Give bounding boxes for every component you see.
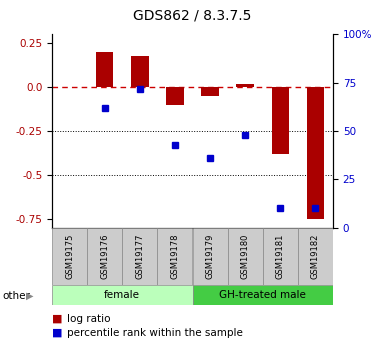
Text: other: other [2, 291, 30, 300]
Bar [52, 228, 87, 285]
Bar [263, 228, 298, 285]
Text: GSM19180: GSM19180 [241, 234, 250, 279]
Bar [271, 87, 289, 154]
Bar [157, 228, 192, 285]
Text: GSM19179: GSM19179 [206, 234, 214, 279]
Text: GSM19176: GSM19176 [100, 234, 109, 279]
Bar [122, 228, 157, 285]
Bar [201, 87, 219, 96]
Text: GDS862 / 8.3.7.5: GDS862 / 8.3.7.5 [133, 9, 252, 23]
Text: GSM19175: GSM19175 [65, 234, 74, 279]
Bar [96, 52, 114, 87]
Bar [228, 228, 263, 285]
Bar [192, 285, 333, 305]
Bar [52, 285, 192, 305]
Bar [298, 228, 333, 285]
Bar [236, 84, 254, 87]
Text: GSM19182: GSM19182 [311, 234, 320, 279]
Bar [87, 228, 122, 285]
Text: GSM19177: GSM19177 [135, 234, 144, 279]
Text: ▶: ▶ [26, 291, 33, 300]
Text: GSM19178: GSM19178 [171, 234, 179, 279]
Text: ■: ■ [52, 328, 62, 338]
Bar [166, 87, 184, 105]
Text: female: female [104, 290, 140, 300]
Text: percentile rank within the sample: percentile rank within the sample [67, 328, 243, 338]
Text: GSM19181: GSM19181 [276, 234, 285, 279]
Text: ■: ■ [52, 314, 62, 324]
Bar [192, 228, 228, 285]
Bar [307, 87, 324, 219]
Text: GH-treated male: GH-treated male [219, 290, 306, 300]
Bar [131, 56, 149, 87]
Text: log ratio: log ratio [67, 314, 110, 324]
